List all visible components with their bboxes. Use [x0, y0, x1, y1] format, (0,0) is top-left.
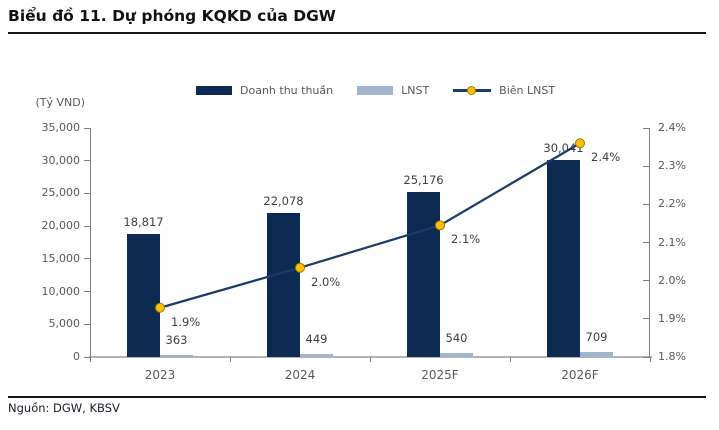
left-axis-tick	[84, 225, 91, 227]
left-axis-tick-label: 5,000	[48, 317, 81, 331]
source-note: Nguồn: DGW, KBSV	[8, 401, 120, 415]
left-axis-tick-label: 20,000	[41, 219, 81, 233]
bar-revenue	[407, 192, 440, 357]
right-axis-tick	[643, 242, 650, 243]
left-axis-tick-label: 10,000	[41, 284, 81, 298]
legend-swatch-lnst	[357, 86, 394, 95]
category-tick	[509, 357, 511, 362]
x-category-label: 2024	[284, 368, 316, 382]
bar-revenue-value-label: 18,817	[123, 214, 164, 229]
line-point-label: 1.9%	[171, 314, 201, 329]
right-axis-tick	[643, 318, 650, 320]
legend-item-margin: Biên LNST	[453, 84, 555, 97]
bar-revenue-value-label: 30,041	[543, 141, 584, 156]
legend: Doanh thu thuần LNST Biên LNST	[196, 84, 555, 97]
plot-area: 0 5,000 10,000 15,000 20,000 25,000 30,000 35,0…	[42, 121, 686, 382]
right-axis-tick-label: 2.4%	[658, 121, 686, 134]
legend-swatch-revenue	[196, 86, 232, 95]
x-category-label: 2026F	[561, 368, 599, 382]
left-axis-tick	[84, 291, 91, 293]
x-axis-line	[89, 356, 652, 358]
left-axis-tick-label: 25,000	[41, 186, 81, 200]
bar-lnst	[440, 353, 473, 357]
bar-lnst	[300, 354, 333, 357]
left-axis-tick	[84, 160, 91, 162]
category-tick	[649, 357, 651, 362]
bar-revenue	[127, 233, 160, 357]
line-marker	[435, 220, 445, 231]
legend-marker-dot	[467, 85, 477, 95]
bar-revenue-value-label: 25,176	[403, 173, 444, 188]
right-axis-tick	[643, 165, 650, 167]
bar-revenue	[267, 212, 300, 357]
legend-item-revenue: Doanh thu thuần	[196, 84, 333, 97]
bar-lnst-value-label: 449	[305, 332, 328, 347]
x-category-label: 2025F	[421, 368, 459, 382]
legend-label-lnst: LNST	[401, 84, 430, 97]
right-axis-tick	[643, 127, 650, 129]
bar-lnst-value-label: 540	[445, 331, 468, 346]
margin-line-path	[159, 142, 581, 309]
left-axis-tick	[84, 258, 91, 260]
legend-swatch-margin-line	[453, 85, 492, 95]
x-category-label: 2023	[144, 368, 176, 382]
left-axis-tick-label: 15,000	[41, 251, 81, 265]
line-point-label: 2.0%	[311, 274, 341, 289]
bar-lnst-value-label: 363	[165, 332, 188, 347]
category-tick	[229, 357, 231, 362]
left-axis-tick	[84, 127, 91, 129]
category-tick	[369, 357, 371, 362]
line-marker	[155, 302, 165, 313]
right-axis-tick	[643, 356, 650, 358]
left-axis-tick	[84, 192, 91, 194]
left-axis-tick-label: 30,000	[41, 153, 81, 167]
line-marker	[295, 262, 305, 273]
left-axis-unit-label: (Tỷ VND)	[35, 96, 85, 109]
footer-rule	[8, 396, 706, 398]
category-tick	[89, 357, 91, 362]
right-axis-tick	[643, 280, 650, 282]
right-axis-tick	[643, 203, 650, 205]
legend-label-margin: Biên LNST	[499, 84, 556, 97]
line-marker	[575, 138, 585, 149]
bar-revenue-value-label: 22,078	[263, 193, 304, 208]
right-axis-tick-label: 1.8%	[658, 350, 686, 363]
bar-lnst	[160, 354, 193, 357]
left-axis-tick-label: 0	[73, 350, 80, 363]
right-axis-tick-label: 2.2%	[658, 197, 686, 211]
right-axis-tick-label: 2.1%	[658, 235, 686, 249]
left-axis-tick-label: 35,000	[41, 121, 81, 134]
bar-revenue	[547, 160, 580, 357]
chart-title: Biểu đồ 11. Dự phóng KQKD của DGW	[8, 7, 706, 34]
left-axis-line	[90, 128, 91, 357]
legend-item-lnst: LNST	[357, 84, 429, 97]
bar-lnst-value-label: 709	[585, 330, 608, 345]
line-point-label: 2.1%	[451, 232, 481, 247]
left-axis-tick	[84, 356, 91, 358]
right-axis-tick-label: 2.3%	[658, 159, 686, 173]
right-axis-tick-label: 2.0%	[658, 273, 686, 287]
bar-lnst	[580, 352, 613, 357]
line-point-label: 2.4%	[591, 150, 621, 165]
margin-line-series	[155, 138, 585, 313]
left-axis-tick	[84, 323, 91, 325]
legend-label-revenue: Doanh thu thuần	[240, 84, 334, 97]
right-axis-tick-label: 1.9%	[658, 311, 686, 325]
